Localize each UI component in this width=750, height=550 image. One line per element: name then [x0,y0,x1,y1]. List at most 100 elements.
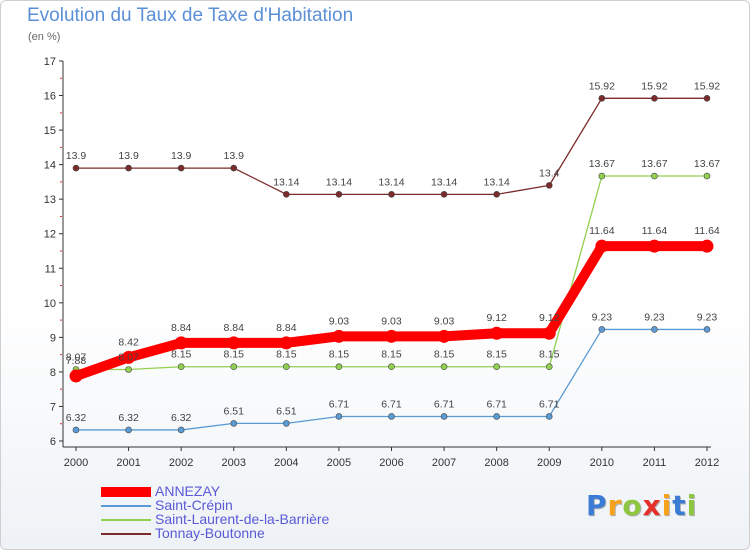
y-tick-label: 9 [50,332,56,344]
y-tick-label: 12 [44,229,56,241]
x-tick-label: 2008 [484,457,508,469]
data-point [177,164,185,172]
legend-label: Saint-Laurent-de-la-Barrière [155,511,330,527]
data-label: 7.88 [66,355,87,367]
data-label: 9.23 [644,311,665,323]
x-tick-label: 2006 [379,457,403,469]
data-label: 15.92 [694,80,720,92]
x-tick-label: 2000 [64,457,88,469]
data-label: 13.14 [431,176,457,188]
x-tick-label: 2001 [116,457,140,469]
data-point [69,369,83,383]
data-point [335,363,343,371]
data-point [545,363,553,371]
data-point [177,426,185,434]
data-label: 6.32 [66,412,87,424]
data-label: 15.92 [589,80,615,92]
data-point [493,363,500,371]
data-point [493,413,500,420]
data-label: 13.14 [326,176,352,188]
x-tick-label: 2012 [695,457,719,469]
data-label: 9.03 [381,315,402,327]
data-label: 8.15 [171,349,192,361]
data-label: 8.15 [381,349,402,361]
data-point [385,329,398,343]
data-label: 8.84 [171,322,192,334]
data-label: 13.9 [224,150,245,162]
data-label: 11.64 [589,225,615,237]
data-point [283,420,290,427]
legend-label: Tonnay-Boutonne [155,525,265,541]
data-point [388,363,395,371]
x-tick-label: 2010 [590,457,614,469]
data-label: 13.9 [118,150,139,162]
data-label: 6.71 [434,398,455,410]
data-point [388,191,395,198]
data-label: 6.32 [171,412,192,424]
data-point [703,172,711,180]
data-point [125,164,132,172]
y-tick-label: 10 [44,298,56,310]
data-label: 11.64 [642,225,668,237]
data-label: 13.9 [171,150,192,162]
data-point [440,363,448,371]
data-point [122,350,136,364]
data-label: 13.4 [539,167,560,179]
data-point [72,426,80,434]
data-label: 8.07 [118,351,139,363]
data-point [651,95,658,102]
data-label: 13.14 [273,176,299,188]
y-tick-label: 13 [44,194,56,206]
y-tick-label: 6 [50,436,56,448]
legend-swatch [101,487,151,497]
data-point [598,326,606,333]
legend-label: ANNEZAY [155,483,221,499]
data-label: 8.07 [66,351,87,363]
legend-swatch [101,505,151,507]
data-point [335,413,343,420]
data-point [283,363,290,371]
data-label: 13.67 [694,158,720,170]
y-tick-label: 7 [50,401,56,413]
data-label: 13.67 [641,158,667,170]
x-tick-label: 2007 [432,457,456,469]
x-tick-label: 2004 [274,457,298,469]
data-point [72,164,80,172]
data-label: 8.15 [276,349,297,361]
data-point [388,413,395,420]
data-label: 6.51 [276,405,297,417]
data-point [177,363,185,371]
data-label: 8.84 [224,322,245,334]
chart-subtitle: (en %) [28,31,61,43]
data-label: 8.15 [486,349,507,361]
data-label: 8.15 [539,349,560,361]
data-point [125,366,132,373]
x-tick-label: 2002 [169,457,193,469]
data-label: 8.15 [434,349,455,361]
data-point [651,172,658,180]
data-label: 9.03 [329,315,350,327]
y-tick-label: 15 [44,125,56,137]
data-point [283,191,290,198]
data-point [440,191,448,198]
data-label: 6.71 [329,398,350,410]
data-point [493,191,500,198]
x-tick-label: 2011 [643,457,667,469]
data-point [230,164,238,172]
data-point [651,326,658,333]
data-point [703,95,711,102]
data-label: 15.92 [641,80,667,92]
y-tick-label: 14 [44,160,56,172]
data-point [545,413,553,420]
data-point [335,191,343,198]
data-label: 9.23 [592,311,613,323]
legend-label: Saint-Crépin [155,497,233,513]
data-label: 9.23 [697,311,718,323]
data-point [598,95,606,102]
data-point [647,239,661,253]
proxiti-logo: Proxiti [586,489,698,522]
legend-swatch [101,519,151,521]
legend-swatch [101,533,151,535]
data-label: 6.71 [486,398,507,410]
